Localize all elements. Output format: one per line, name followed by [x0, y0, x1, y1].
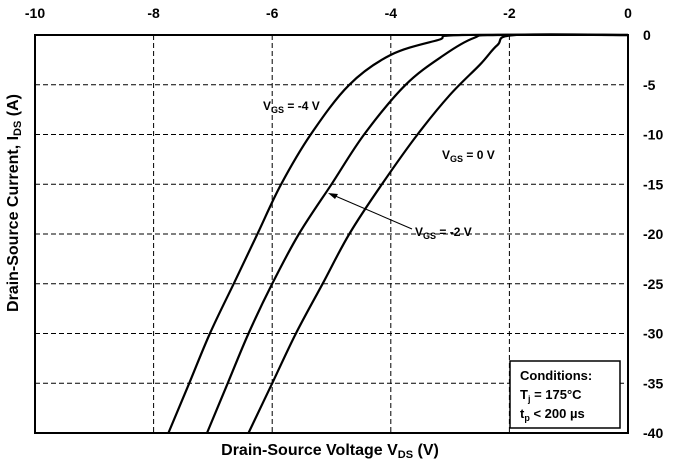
series-line-2 — [247, 33, 629, 434]
plot-frame — [34, 34, 629, 434]
conditions-box — [509, 360, 621, 429]
annotation-arrow-line — [332, 194, 413, 230]
series-label-vgs-m2: VGS = -2 V — [415, 225, 472, 241]
y-axis-title: Drain-Source Current, IDS (A) — [5, 94, 24, 312]
x-tick-label: -2 — [503, 5, 516, 21]
x-tick-label: 0 — [624, 5, 632, 21]
conditions-tp: tp < 200 µs — [520, 406, 585, 423]
y-tick-label: -30 — [643, 326, 663, 342]
x-tick-label: -8 — [147, 5, 160, 21]
y-tick-label: -10 — [643, 127, 663, 143]
x-tick-labels: -10 -8 -6 -4 -2 0 — [25, 5, 632, 21]
x-tick-label: -6 — [266, 5, 279, 21]
x-tick-label: -10 — [25, 5, 45, 21]
y-tick-label: -35 — [643, 375, 663, 391]
y-tick-labels: 0 -5 -10 -15 -20 -25 -30 -35 -40 — [643, 27, 663, 441]
curves — [167, 33, 629, 434]
x-axis-title: Drain-Source Voltage VDS (V) — [221, 442, 439, 461]
series-label-vgs-m4: VGS = -4 V — [263, 99, 320, 115]
x-tick-label: -4 — [385, 5, 398, 21]
y-tick-label: -5 — [643, 77, 656, 93]
series-line-0 — [167, 33, 629, 434]
y-tick-label: -15 — [643, 176, 663, 192]
y-tick-label: -20 — [643, 226, 663, 242]
conditions-title: Conditions: — [520, 368, 592, 383]
y-tick-label: -25 — [643, 276, 663, 292]
annotation-arrow-head — [328, 193, 338, 199]
conditions-tj: Tj = 175°C — [520, 387, 582, 404]
y-tick-label: -40 — [643, 425, 663, 441]
series-line-1 — [205, 33, 629, 434]
series-label-vgs-0: VGS = 0 V — [442, 148, 495, 164]
y-tick-label: 0 — [643, 27, 651, 43]
